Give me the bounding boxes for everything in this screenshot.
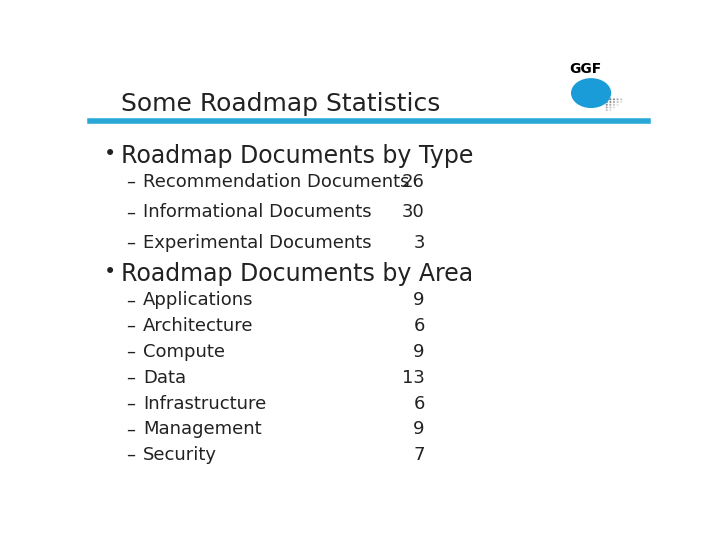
Text: –: – xyxy=(126,203,135,221)
Text: Data: Data xyxy=(143,369,186,387)
Ellipse shape xyxy=(606,104,608,106)
Text: GGF: GGF xyxy=(570,63,602,77)
Ellipse shape xyxy=(620,101,622,103)
Text: Informational Documents: Informational Documents xyxy=(143,203,372,221)
Ellipse shape xyxy=(613,98,615,100)
Ellipse shape xyxy=(606,106,608,109)
Text: 30: 30 xyxy=(402,203,425,221)
Text: 9: 9 xyxy=(413,420,425,438)
Text: •: • xyxy=(104,262,116,282)
Text: Architecture: Architecture xyxy=(143,317,253,335)
Text: Infrastructure: Infrastructure xyxy=(143,395,266,413)
Ellipse shape xyxy=(613,106,615,109)
Ellipse shape xyxy=(613,104,615,106)
Ellipse shape xyxy=(606,109,608,111)
Ellipse shape xyxy=(606,98,608,100)
Text: –: – xyxy=(126,292,135,309)
Ellipse shape xyxy=(609,104,611,106)
Ellipse shape xyxy=(616,101,618,103)
Ellipse shape xyxy=(613,101,615,103)
Ellipse shape xyxy=(606,101,608,103)
Text: Compute: Compute xyxy=(143,343,225,361)
Text: –: – xyxy=(126,446,135,464)
Text: 9: 9 xyxy=(413,343,425,361)
Ellipse shape xyxy=(616,98,618,100)
Text: Applications: Applications xyxy=(143,292,253,309)
Text: –: – xyxy=(126,395,135,413)
Text: 26: 26 xyxy=(402,173,425,191)
Text: 9: 9 xyxy=(413,292,425,309)
Ellipse shape xyxy=(616,104,618,106)
Text: –: – xyxy=(126,343,135,361)
Text: 6: 6 xyxy=(413,395,425,413)
Text: –: – xyxy=(126,173,135,191)
Ellipse shape xyxy=(571,78,611,108)
Text: –: – xyxy=(126,317,135,335)
Text: Recommendation Documents: Recommendation Documents xyxy=(143,173,410,191)
Ellipse shape xyxy=(609,106,611,109)
Text: 13: 13 xyxy=(402,369,425,387)
Text: Roadmap Documents by Type: Roadmap Documents by Type xyxy=(121,144,473,168)
Text: Some Roadmap Statistics: Some Roadmap Statistics xyxy=(121,92,440,116)
Ellipse shape xyxy=(620,98,622,100)
Ellipse shape xyxy=(609,101,611,103)
Text: 7: 7 xyxy=(413,446,425,464)
Ellipse shape xyxy=(609,109,611,111)
Text: –: – xyxy=(126,420,135,438)
Text: Roadmap Documents by Area: Roadmap Documents by Area xyxy=(121,262,473,286)
Text: Management: Management xyxy=(143,420,261,438)
Text: •: • xyxy=(104,144,116,164)
Text: –: – xyxy=(126,369,135,387)
Text: –: – xyxy=(126,234,135,252)
Text: 6: 6 xyxy=(413,317,425,335)
Text: Security: Security xyxy=(143,446,217,464)
Text: 3: 3 xyxy=(413,234,425,252)
Text: Experimental Documents: Experimental Documents xyxy=(143,234,372,252)
Ellipse shape xyxy=(609,98,611,100)
